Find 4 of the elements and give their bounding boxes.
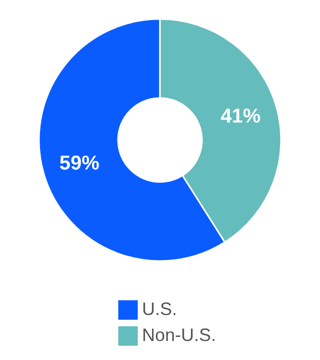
data-label: 59% bbox=[59, 152, 100, 174]
legend-label: U.S. bbox=[142, 299, 178, 319]
legend-label: Non-U.S. bbox=[142, 325, 216, 345]
data-label: 41% bbox=[220, 106, 261, 128]
